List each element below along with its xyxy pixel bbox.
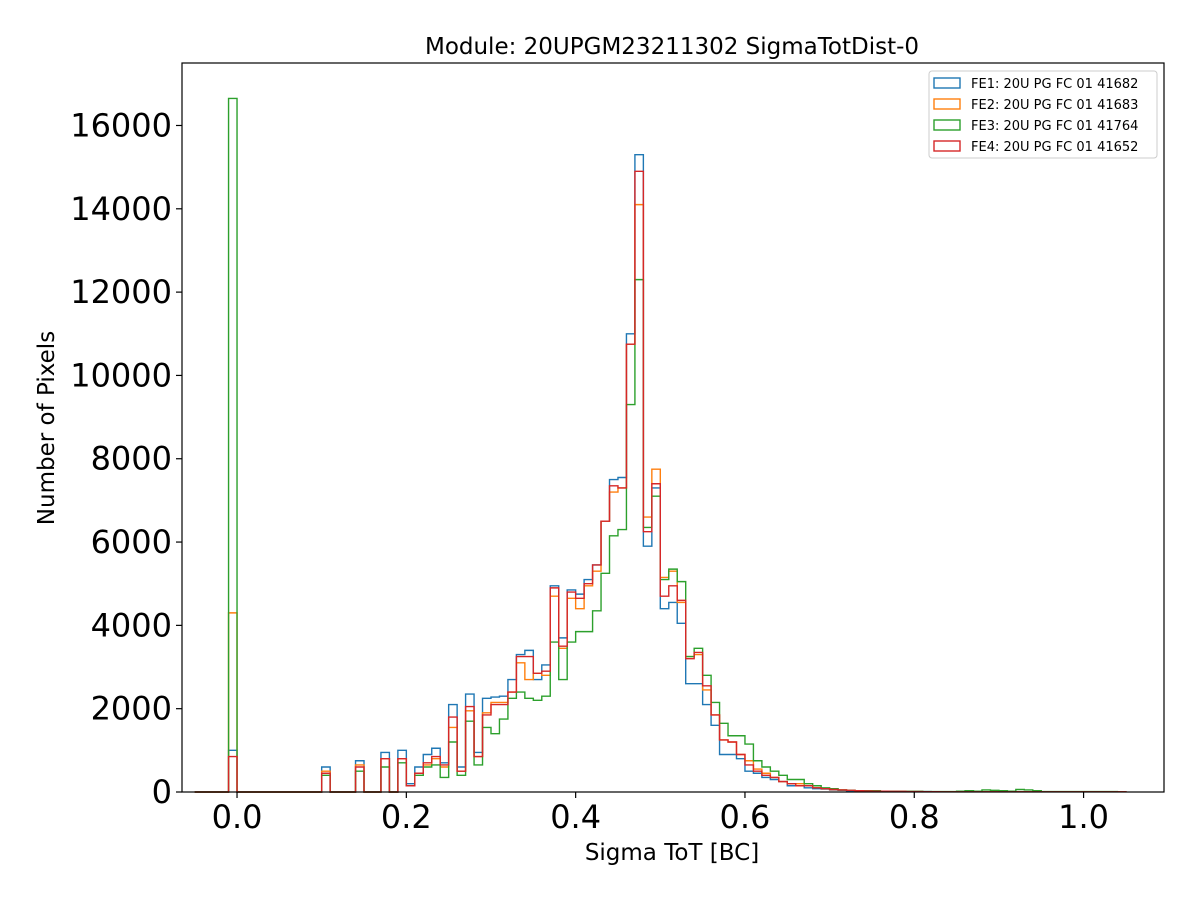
- legend-label: FE4: 20U PG FC 01 41652: [971, 140, 1138, 155]
- legend-swatch: [933, 98, 961, 110]
- y-tick-label: 6000: [91, 523, 172, 561]
- chart-title: Module: 20UPGM23211302 SigmaTotDist-0: [425, 34, 919, 60]
- legend-label: FE2: 20U PG FC 01 41683: [971, 98, 1138, 113]
- legend-swatch: [933, 119, 961, 131]
- legend: FE1: 20U PG FC 01 41682 FE2: 20U PG FC 01…: [928, 70, 1158, 159]
- y-tick-label: 4000: [91, 606, 172, 644]
- legend-box: [928, 70, 1158, 159]
- plot-frame: [181, 62, 1165, 793]
- y-tick-label: 8000: [91, 440, 172, 478]
- x-axis: 0.0 0.2 0.4 0.6 0.8 1.0: [212, 792, 1109, 836]
- x-tick-label: 0.0: [212, 798, 263, 836]
- y-tick-label: 2000: [91, 690, 172, 728]
- legend-swatch: [933, 77, 961, 89]
- y-tick-label: 16000: [70, 106, 172, 144]
- x-tick-label: 0.8: [889, 798, 940, 836]
- y-tick-label: 0: [152, 773, 172, 811]
- y-tick-label: 14000: [70, 190, 172, 228]
- x-tick-label: 0.4: [550, 798, 601, 836]
- y-axis: 0 2000 4000 6000 8000 10000 12000 14000 16000: [70, 106, 182, 811]
- x-tick-label: 1.0: [1058, 798, 1109, 836]
- x-tick-label: 0.2: [381, 798, 432, 836]
- x-tick-label: 0.6: [720, 798, 771, 836]
- legend-label: FE1: 20U PG FC 01 41682: [971, 77, 1138, 92]
- legend-swatch: [933, 140, 961, 152]
- x-axis-label: Sigma ToT [BC]: [585, 840, 759, 866]
- y-axis-label: Number of Pixels: [34, 331, 60, 525]
- y-tick-label: 10000: [70, 356, 172, 394]
- legend-label: FE3: 20U PG FC 01 41764: [971, 119, 1138, 134]
- y-tick-label: 12000: [70, 273, 172, 311]
